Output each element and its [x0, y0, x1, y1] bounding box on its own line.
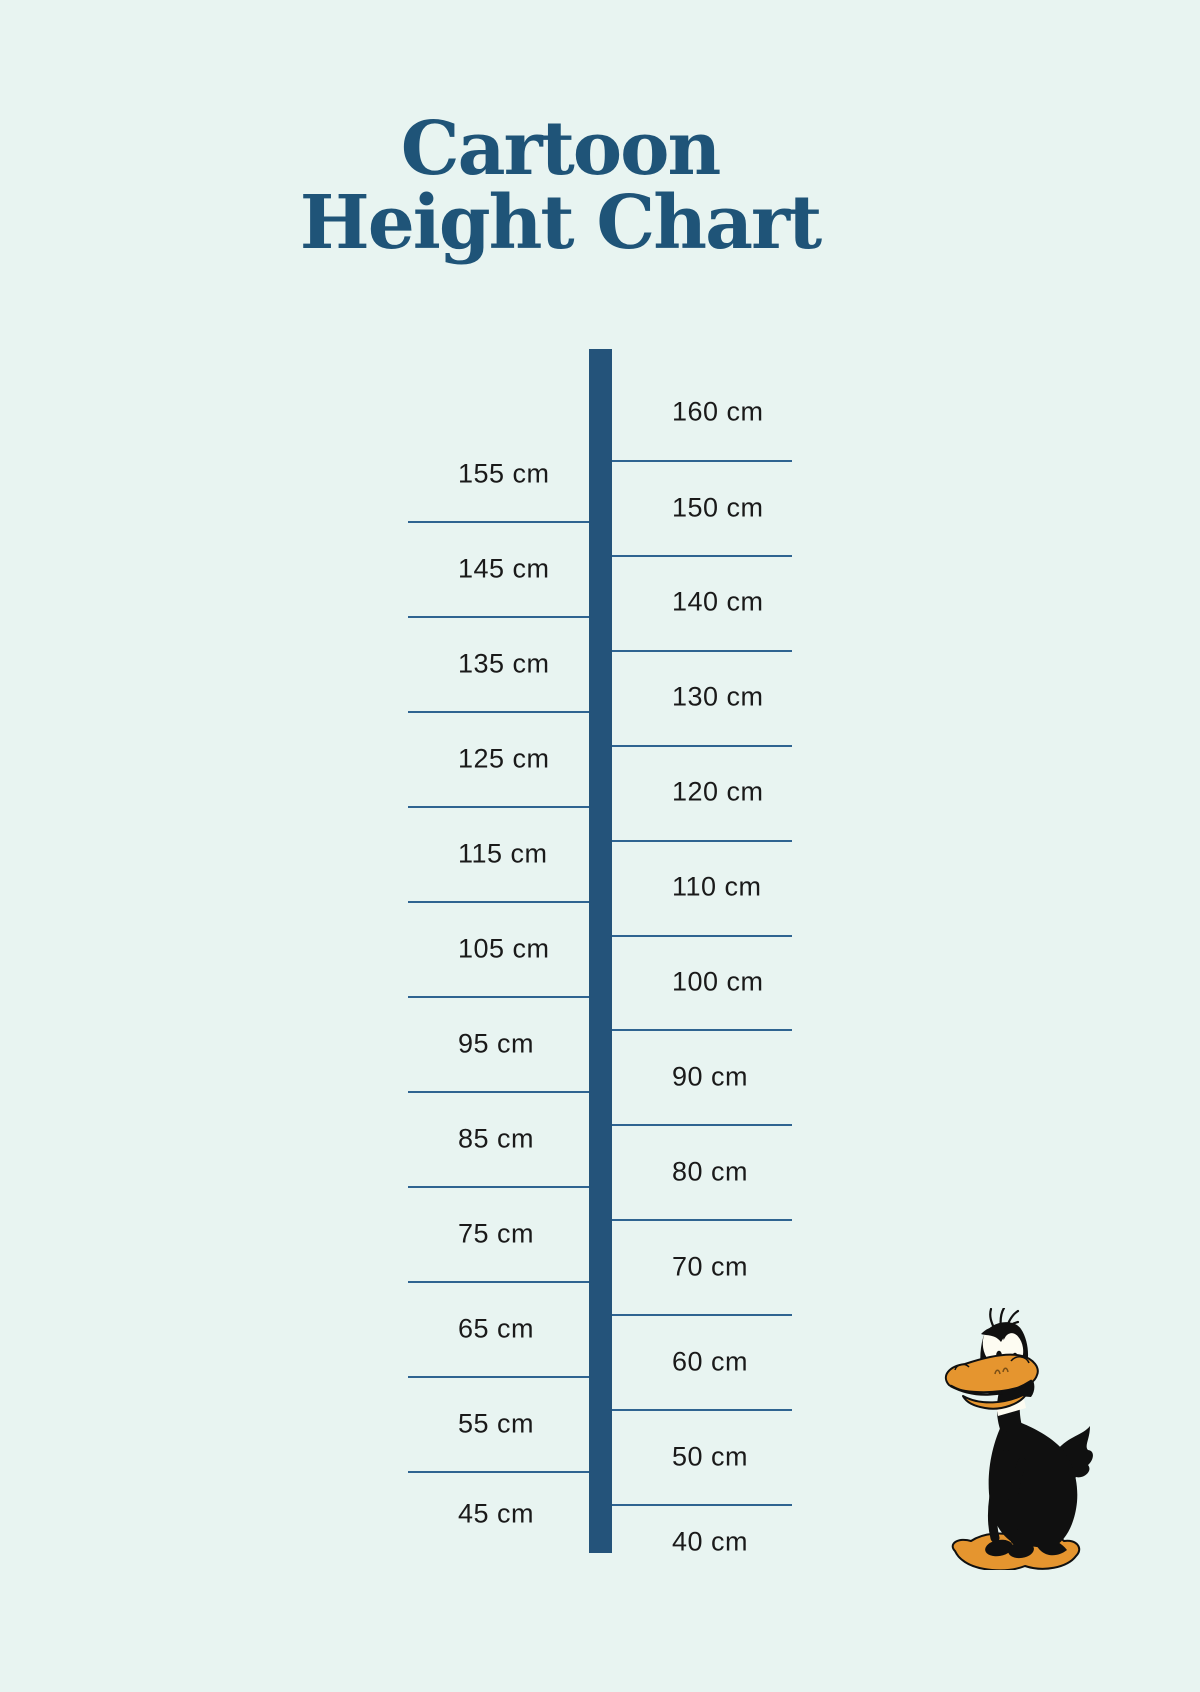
left-tick-line — [408, 1091, 591, 1093]
duck-neck-ring — [996, 1399, 1026, 1416]
left-tick-line — [408, 616, 591, 618]
right-scale-label: 50 cm — [672, 1441, 749, 1471]
left-scale-label: 85 cm — [458, 1123, 535, 1153]
ruler-bar — [589, 349, 612, 1553]
title-line-2: Height Chart — [299, 180, 822, 266]
duck-body — [988, 1422, 1078, 1549]
duck-lower-bill — [962, 1392, 1028, 1410]
right-tick-line — [611, 744, 792, 747]
right-tick-line — [611, 839, 792, 842]
right-scale-label: 150 cm — [672, 492, 764, 522]
right-scale-label: 70 cm — [672, 1251, 749, 1282]
duck-hands — [985, 1539, 1067, 1559]
right-tick-line — [611, 1314, 792, 1317]
right-scale-label: 100 cm — [672, 966, 764, 997]
right-scale-label: 90 cm — [672, 1061, 749, 1092]
right-tick-line — [611, 1219, 792, 1222]
right-tick-line — [611, 934, 792, 937]
left-scale-label: 125 cm — [458, 743, 550, 773]
right-scale-label: 140 cm — [672, 586, 764, 617]
right-scale-label: 160 cm — [672, 396, 764, 427]
right-tick-line — [611, 1503, 792, 1506]
left-scale-label: 45 cm — [458, 1498, 535, 1529]
left-scale-label: 55 cm — [458, 1408, 535, 1438]
page-title: Cartoon Height Chart — [0, 112, 1120, 260]
duck-brow — [981, 1326, 1007, 1342]
right-tick-line — [611, 460, 792, 462]
right-scale-label: 40 cm — [672, 1526, 749, 1557]
duck-mouth-line — [949, 1379, 1033, 1396]
left-tick-line — [408, 901, 591, 903]
left-scale-label: 65 cm — [458, 1313, 535, 1343]
left-scale-label: 75 cm — [458, 1218, 535, 1248]
duck-nostrils — [994, 1367, 1009, 1375]
duck-arms — [987, 1449, 1027, 1545]
title-line-1: Cartoon — [400, 106, 722, 192]
left-scale-label: 105 cm — [458, 933, 550, 963]
left-tick-line — [408, 521, 591, 523]
left-scale-label: 115 cm — [458, 838, 548, 868]
right-scale-label: 120 cm — [672, 776, 764, 807]
left-scale-label: 145 cm — [458, 553, 550, 583]
left-scale-label: 155 cm — [458, 458, 550, 488]
left-scale-label: 95 cm — [458, 1028, 535, 1058]
right-tick-line — [611, 554, 792, 557]
right-tick-line — [611, 649, 792, 652]
right-tick-line — [611, 1029, 792, 1032]
left-scale-label: 135 cm — [458, 648, 550, 678]
right-scale-label: 60 cm — [672, 1346, 749, 1377]
left-tick-line — [408, 806, 591, 808]
right-tick-line — [611, 1409, 792, 1411]
left-tick-line — [408, 1376, 591, 1378]
left-tick-line — [408, 1281, 591, 1283]
right-scale-label: 130 cm — [672, 681, 764, 712]
daffy-duck-illustration — [944, 1308, 1093, 1570]
left-tick-line — [408, 1471, 591, 1473]
left-tick-line — [408, 711, 591, 713]
right-tick-line — [611, 1124, 792, 1127]
duck-bill — [944, 1353, 1039, 1410]
left-tick-line — [408, 1186, 591, 1188]
left-tick-line — [408, 996, 591, 998]
right-scale-label: 110 cm — [672, 871, 762, 902]
right-scale-label: 80 cm — [672, 1156, 749, 1187]
